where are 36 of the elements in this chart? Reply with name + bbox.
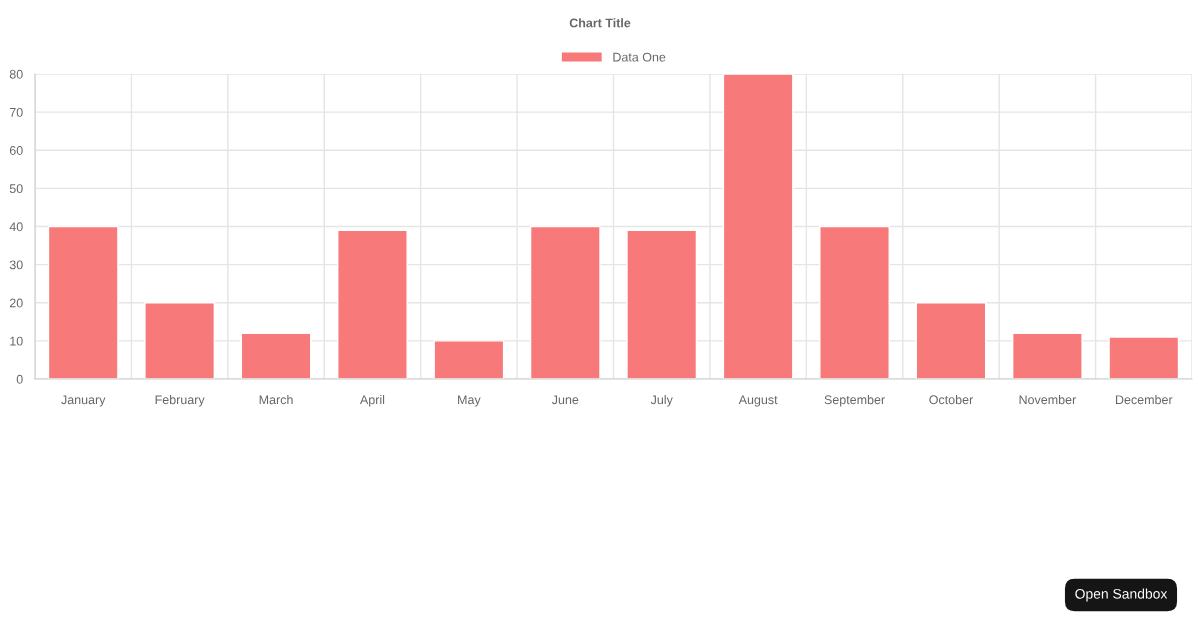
bar <box>626 229 698 379</box>
y-tick-label: 40 <box>9 222 23 232</box>
x-tick-label: May <box>458 395 481 407</box>
x-tick-label: October <box>929 394 973 405</box>
x-tick-label: August <box>738 395 778 407</box>
bar <box>1108 336 1180 379</box>
y-tick-label: 80 <box>9 69 23 79</box>
x-tick-label: July <box>650 394 673 407</box>
x-tick-label: September <box>824 394 885 407</box>
x-tick-label: June <box>551 395 579 405</box>
y-tick-label: 60 <box>9 146 23 155</box>
chart-title: Chart Title <box>569 18 631 28</box>
x-tick-label: February <box>155 394 205 407</box>
x-tick-label: April <box>359 394 385 407</box>
y-tick-label: 0 <box>16 374 23 384</box>
x-tick-label: December <box>1115 394 1173 405</box>
bar <box>47 225 119 379</box>
legend-label: Data One <box>613 52 666 62</box>
x-tick-label: January <box>61 395 106 407</box>
y-tick-label: 30 <box>9 260 23 270</box>
y-tick-label: 70 <box>9 107 23 117</box>
bar <box>337 229 408 379</box>
x-tick-label: March <box>259 394 293 405</box>
y-tick-label: 20 <box>9 298 23 308</box>
bar <box>722 74 794 379</box>
bar <box>144 302 216 379</box>
y-tick-label: 10 <box>10 336 23 346</box>
bar <box>915 302 987 379</box>
bar <box>433 340 505 379</box>
y-tick-label: 50 <box>9 184 23 194</box>
bar <box>529 225 601 379</box>
bar <box>240 332 312 379</box>
bar <box>819 225 890 379</box>
x-tick-label: November <box>1019 394 1076 405</box>
bar <box>1011 332 1083 379</box>
text: Open Sandbox <box>1075 588 1168 602</box>
